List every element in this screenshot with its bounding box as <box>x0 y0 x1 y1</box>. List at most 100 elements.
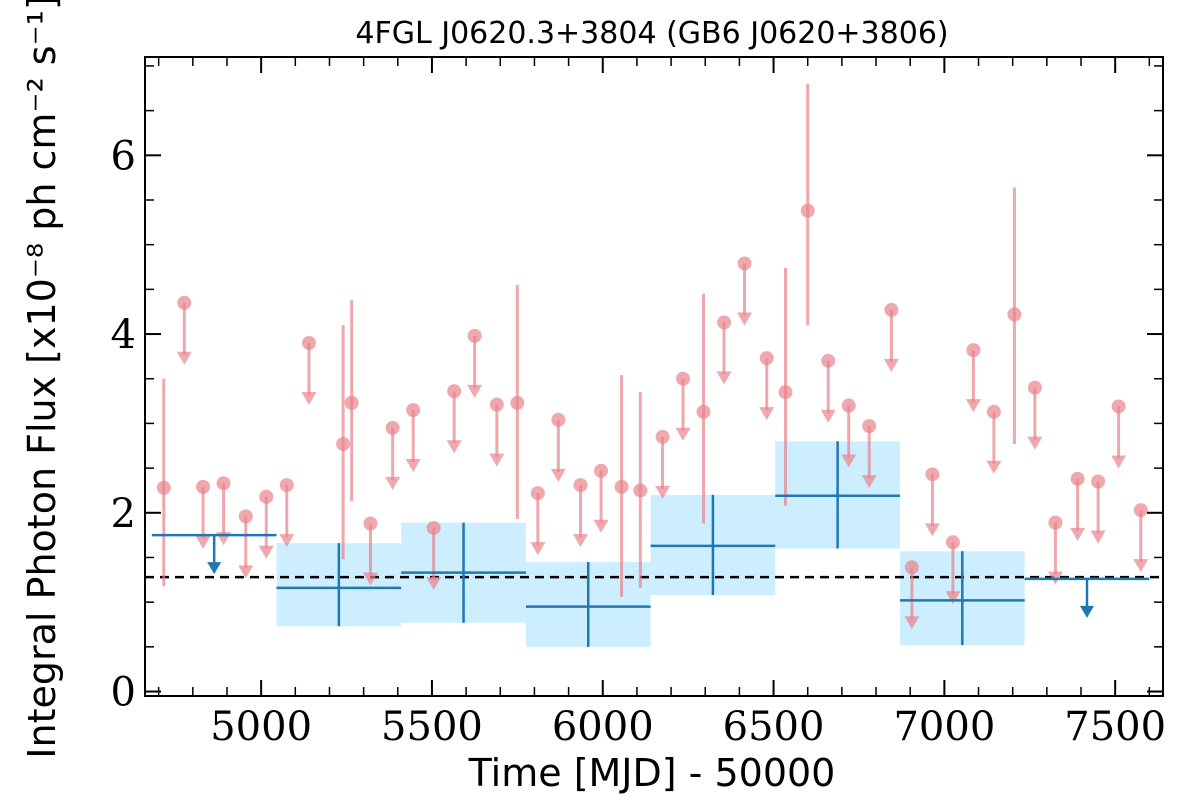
y-tick-label: 6 <box>111 133 136 179</box>
x-tick-label: 5000 <box>210 704 312 750</box>
chart-title: 4FGL J0620.3+3804 (GB6 J0620+3806) <box>355 16 948 51</box>
short-bin-point <box>1007 307 1022 322</box>
short-bin-point <box>344 395 359 410</box>
short-bin-upper-limit-point <box>1070 471 1085 486</box>
x-tick-labels: 5000 5500 6000 6500 7000 7500 <box>210 704 1166 750</box>
axes-frame <box>144 56 1164 697</box>
short-bin-upper-limit-arrow <box>279 534 295 548</box>
short-bin-upper-limit-point <box>759 351 774 366</box>
short-bin-upper-limit-arrow <box>904 616 920 630</box>
short-bin-upper-limit-point <box>966 343 981 358</box>
short-bin-upper-limit-arrow <box>385 476 401 490</box>
short-bin-upper-limit-point <box>426 520 441 535</box>
short-bin-upper-limit-point <box>530 486 545 501</box>
short-bin-upper-limit-arrow <box>426 576 442 590</box>
short-bin-upper-limit-point <box>986 404 1001 419</box>
x-tick-label: 6000 <box>552 704 654 750</box>
short-bin-upper-limit-point <box>925 467 940 482</box>
y-tick-labels: 0 2 4 6 <box>111 133 136 715</box>
short-bin-upper-limit-point <box>717 315 732 330</box>
short-bin-upper-limit-point <box>737 256 752 271</box>
short-bin-upper-limit-point <box>363 516 378 531</box>
short-bin-upper-limit-point <box>1091 474 1106 489</box>
short-bin-upper-limit-arrow <box>759 407 775 421</box>
short-bin-upper-limit-arrow <box>861 475 877 489</box>
short-bin-point <box>336 436 351 451</box>
short-bin-series <box>156 83 1149 630</box>
short-bin-upper-limit-arrow <box>883 358 899 372</box>
short-bin-upper-limit-point <box>238 509 253 524</box>
short-bin-upper-limit-arrow <box>301 391 317 405</box>
short-bin-upper-limit-point <box>216 476 231 491</box>
short-bin-upper-limit-point <box>447 384 462 399</box>
short-bin-upper-limit-arrow <box>716 371 732 385</box>
short-bin-point <box>510 395 525 410</box>
short-bin-upper-limit-point <box>177 295 192 310</box>
short-bin-upper-limit-point <box>1027 380 1042 395</box>
short-bin-upper-limit-arrow <box>489 453 505 467</box>
short-bin-upper-limit-point <box>385 420 400 435</box>
short-bin-upper-limit-arrow <box>550 468 566 482</box>
short-bin-upper-limit-point <box>489 397 504 412</box>
short-bin-upper-limit-arrow <box>820 409 836 423</box>
short-bin-upper-limit-arrow <box>986 460 1002 474</box>
short-bin-upper-limit-point <box>1133 503 1148 518</box>
x-axis-label: Time [MJD] - 50000 <box>468 751 836 795</box>
short-bin-upper-limit-arrow <box>965 399 981 413</box>
short-bin-upper-limit-arrow <box>238 565 254 579</box>
short-bin-upper-limit-arrow <box>362 572 378 586</box>
short-bin-point <box>156 480 171 495</box>
plot-frame <box>144 56 1164 697</box>
short-bin-upper-limit-point <box>884 302 899 317</box>
short-bin-upper-limit-point <box>676 371 691 386</box>
short-bin-upper-limit-point <box>594 463 609 478</box>
short-bin-upper-limit-point <box>259 489 274 504</box>
long-bin-series <box>151 441 1150 647</box>
short-bin-upper-limit-arrow <box>1133 559 1149 573</box>
short-bin-upper-limit-arrow <box>195 535 211 549</box>
short-bin-upper-limit-arrow <box>737 312 753 326</box>
short-bin-upper-limit-point <box>551 412 566 427</box>
short-bin-upper-limit-arrow <box>258 545 274 559</box>
short-bin-upper-limit-point <box>1048 515 1063 530</box>
short-bin-upper-limit-point <box>196 479 211 494</box>
short-bin-upper-limit-arrow <box>675 427 691 441</box>
long-bin-upper-limit-arrow <box>207 562 222 575</box>
short-bin-upper-limit-arrow <box>1111 455 1127 469</box>
short-bin-upper-limit-point <box>301 335 316 350</box>
y-tick-label: 2 <box>111 491 136 537</box>
short-bin-upper-limit-point <box>406 403 421 418</box>
short-bin-upper-limit-point <box>467 328 482 343</box>
short-bin-upper-limit-arrow <box>924 523 940 537</box>
x-tick-label: 6500 <box>723 704 825 750</box>
short-bin-upper-limit-arrow <box>573 534 589 548</box>
short-bin-upper-limit-arrow <box>1027 436 1043 450</box>
x-tick-label: 7000 <box>893 704 995 750</box>
short-bin-upper-limit-arrow <box>593 519 609 533</box>
short-bin-point <box>800 203 815 218</box>
short-bin-upper-limit-point <box>841 398 856 413</box>
short-bin-upper-limit-point <box>862 419 877 434</box>
short-bin-upper-limit-arrow <box>841 454 857 468</box>
short-bin-upper-limit-arrow <box>176 351 192 365</box>
short-bin-point <box>633 483 648 498</box>
short-bin-upper-limit-arrow <box>446 440 462 454</box>
short-bin-point <box>696 404 711 419</box>
short-bin-upper-limit-arrow <box>655 485 671 499</box>
short-bin-point <box>778 385 793 400</box>
short-bin-upper-limit-point <box>1111 399 1126 414</box>
short-bin-upper-limit-arrow <box>1090 530 1106 544</box>
long-bin-upper-limit-arrow <box>1079 605 1094 618</box>
y-tick-label: 4 <box>111 312 136 358</box>
x-tick-label: 7500 <box>1064 704 1166 750</box>
y-axis-label: Integral Photon Flux [x10⁻⁸ ph cm⁻² s⁻¹] <box>20 0 64 759</box>
short-bin-upper-limit-point <box>279 478 294 493</box>
short-bin-upper-limit-arrow <box>945 591 961 605</box>
y-tick-label: 0 <box>111 670 136 716</box>
short-bin-upper-limit-arrow <box>467 384 483 398</box>
short-bin-upper-limit-arrow <box>530 542 546 556</box>
short-bin-upper-limit-point <box>945 535 960 550</box>
short-bin-upper-limit-arrow <box>1070 527 1086 541</box>
short-bin-upper-limit-point <box>573 478 588 493</box>
